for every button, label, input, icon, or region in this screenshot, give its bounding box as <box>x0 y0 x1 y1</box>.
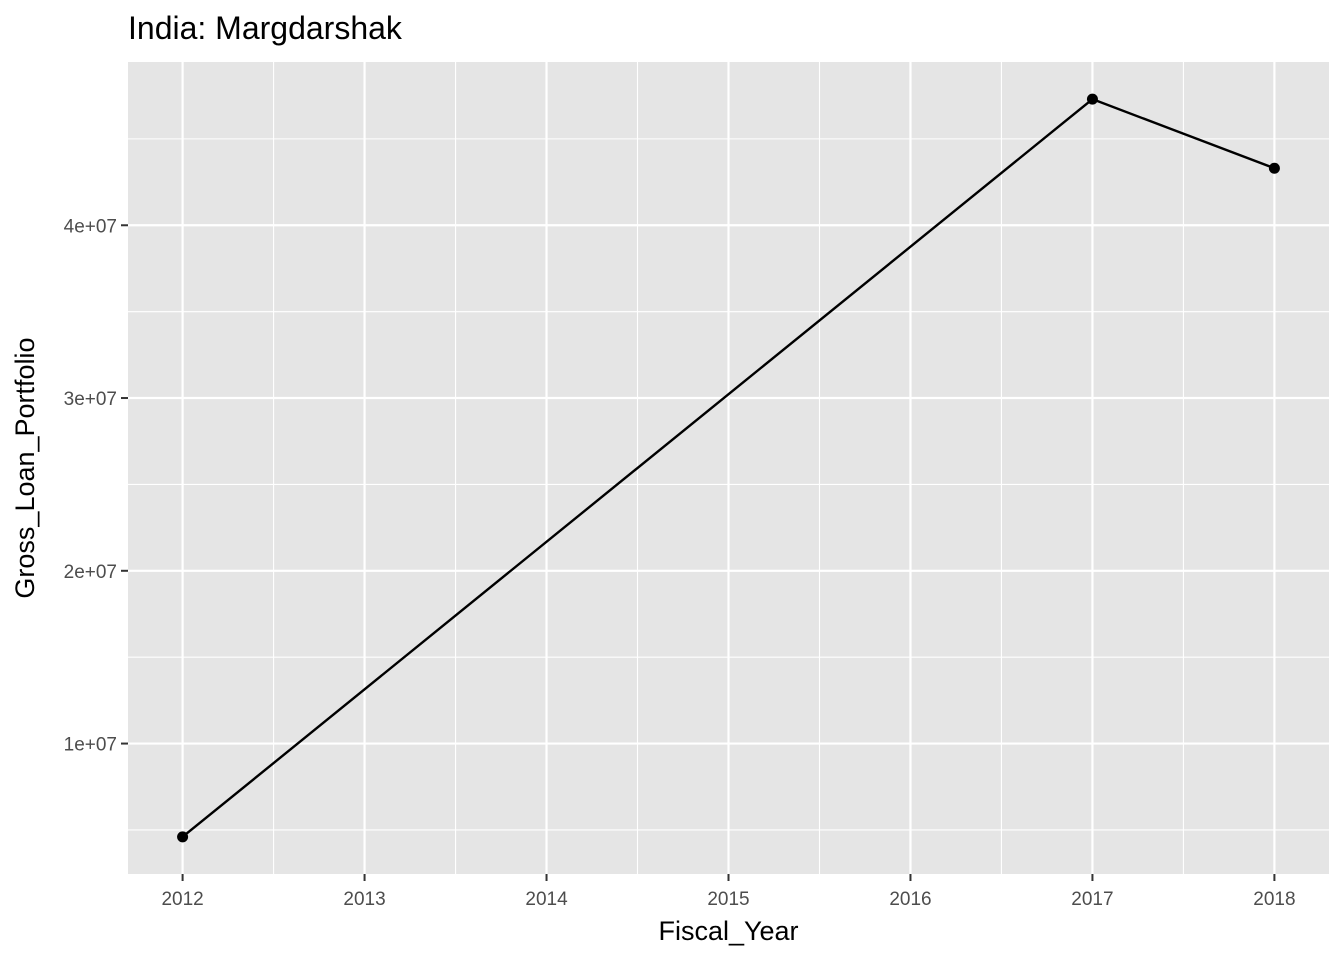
data-point <box>177 831 189 843</box>
y-tick-label: 1e+07 <box>64 735 117 756</box>
y-tick-label: 4e+07 <box>64 216 117 237</box>
x-tick-label: 2014 <box>525 889 568 910</box>
y-tick-label: 2e+07 <box>64 562 117 583</box>
major-gridlines <box>128 62 1329 874</box>
x-tick-label: 2015 <box>707 889 749 910</box>
x-axis: 2012 2013 2014 2015 2016 2017 2018 <box>161 874 1296 910</box>
y-tick-label: 3e+07 <box>64 389 117 410</box>
data-point <box>1268 162 1280 174</box>
x-tick-label: 2016 <box>889 889 931 910</box>
y-axis: 1e+07 2e+07 3e+07 4e+07 <box>64 216 128 756</box>
data-point <box>1086 93 1098 105</box>
x-tick-label: 2017 <box>1071 889 1113 910</box>
x-tick-label: 2012 <box>161 889 203 910</box>
series-layer <box>177 93 1280 843</box>
x-axis-title: Fiscal_Year <box>658 916 798 946</box>
x-tick-label: 2018 <box>1253 889 1295 910</box>
y-axis-title: Gross_Loan_Portfolio <box>10 337 40 598</box>
x-tick-label: 2013 <box>343 889 385 910</box>
chart-title: India: Margdarshak <box>128 10 403 46</box>
